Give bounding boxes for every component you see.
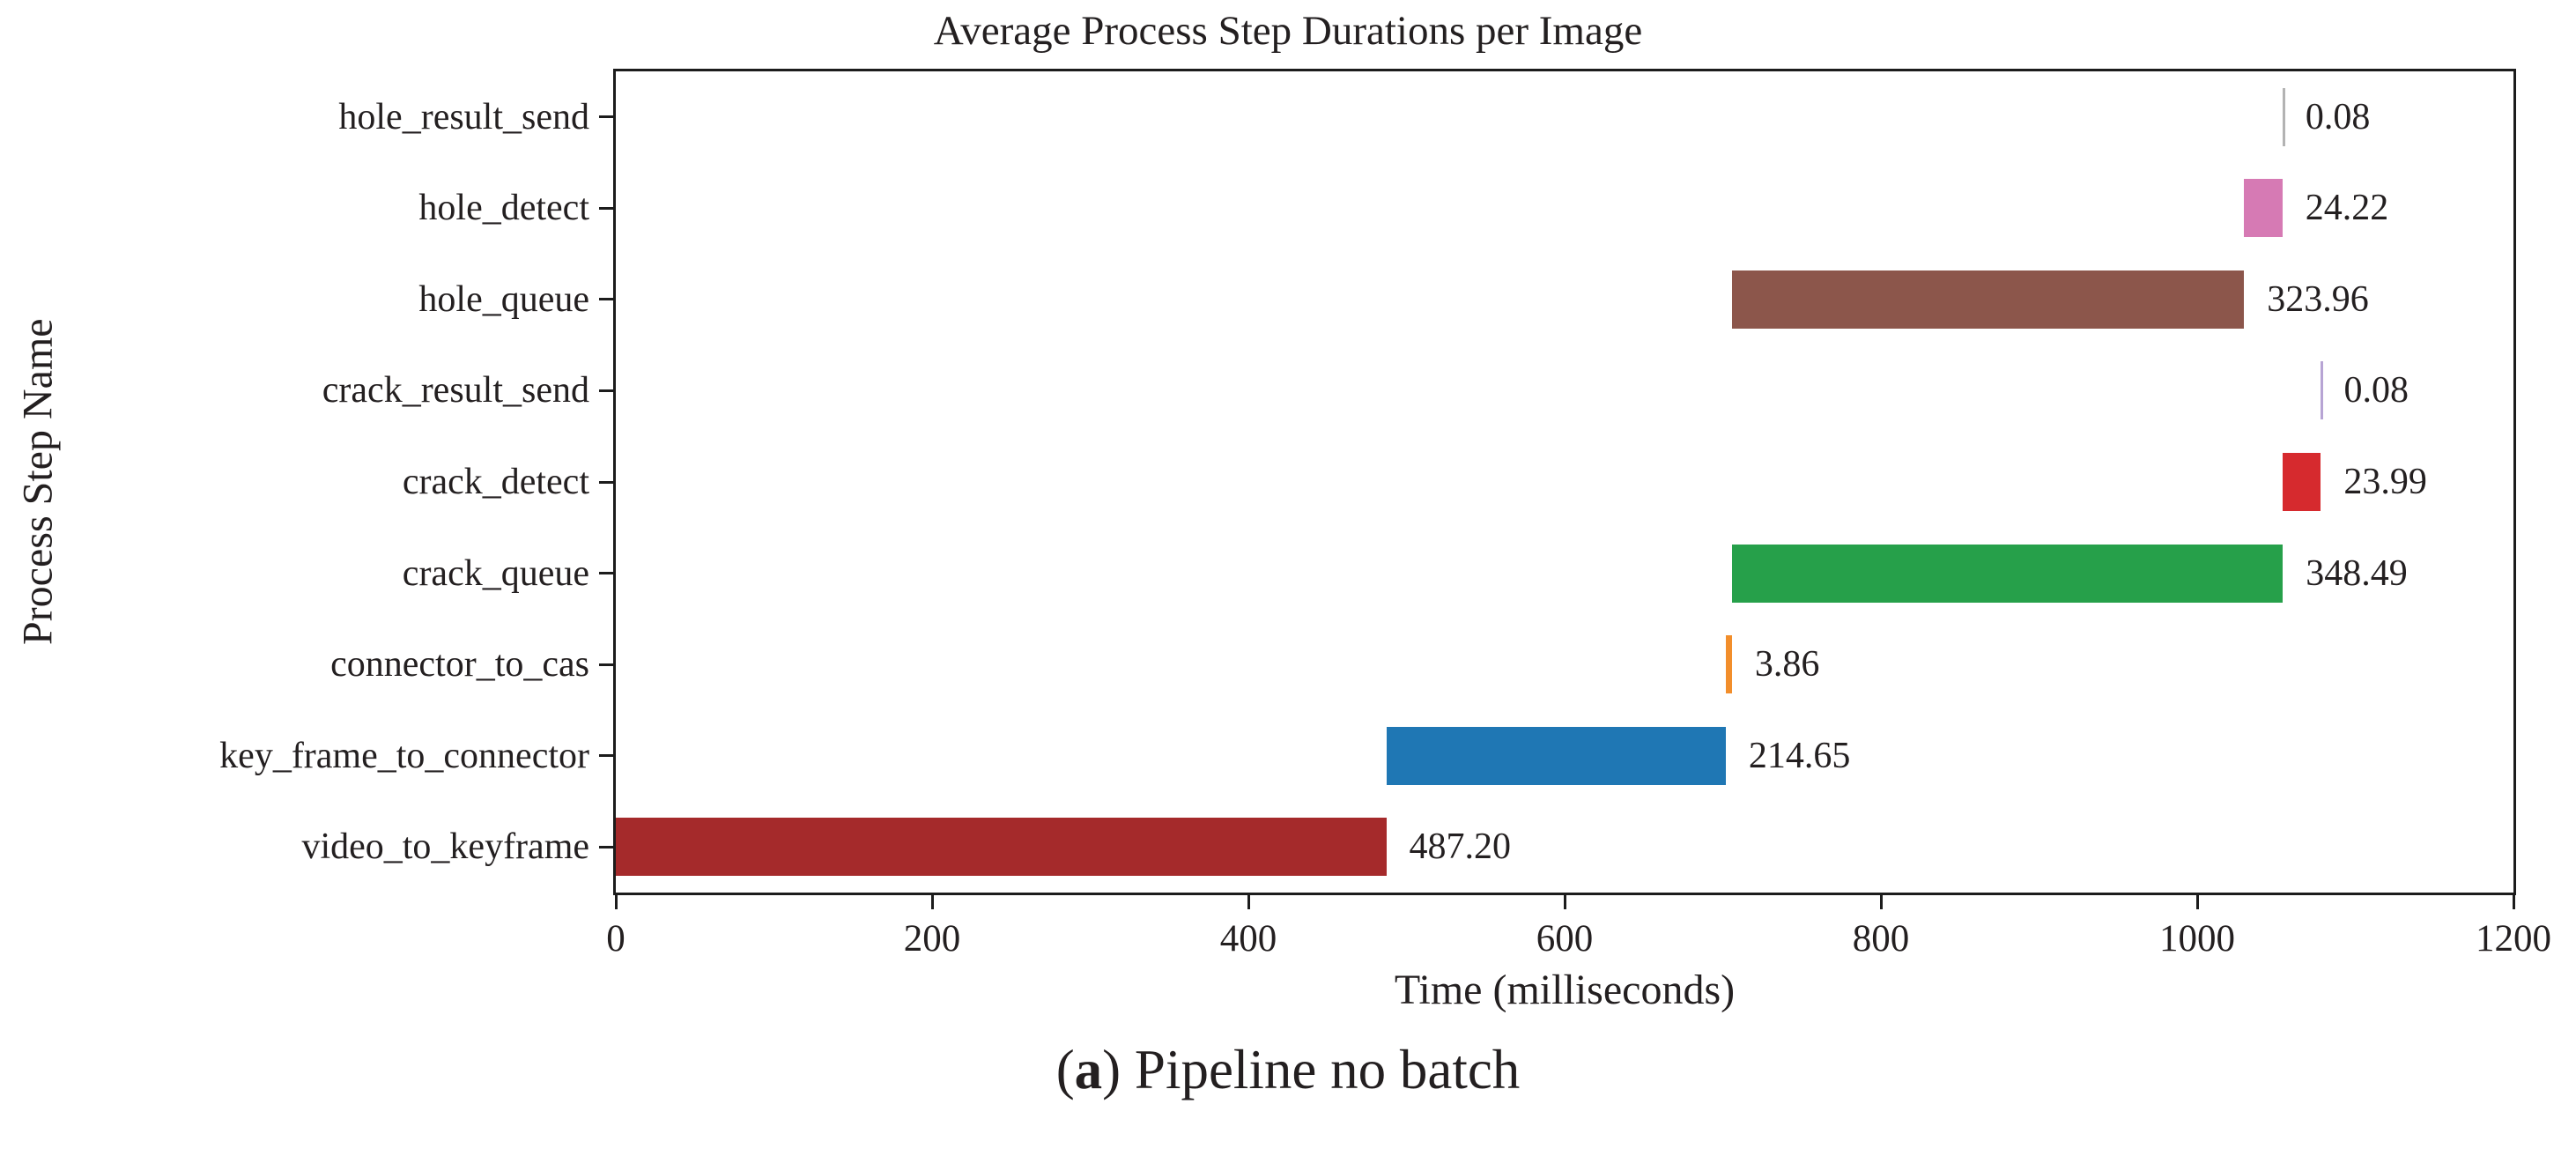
y-axis-tick — [599, 115, 613, 119]
bar-hole_result_send — [2282, 87, 2285, 146]
x-tick-label: 1200 — [2476, 918, 2551, 960]
bar-hole_detect — [2244, 179, 2283, 238]
bar-connector_to_cas — [1725, 635, 1732, 694]
y-tick-label: crack_detect — [402, 462, 589, 502]
y-axis-tick — [599, 298, 613, 301]
y-tick-label: hole_queue — [418, 278, 589, 320]
x-tick-label: 400 — [1219, 918, 1277, 960]
y-tick-label: crack_queue — [402, 552, 589, 594]
caption-text: Pipeline no batch — [1134, 1039, 1521, 1100]
y-tick-label: video_to_keyframe — [301, 826, 589, 868]
bar-crack_result_send — [2321, 361, 2324, 420]
caption-index: (a) — [1055, 1039, 1135, 1100]
value-label: 348.49 — [2306, 552, 2408, 594]
value-label: 23.99 — [2343, 462, 2427, 502]
x-tick-label: 200 — [903, 918, 961, 960]
y-axis-tick — [599, 754, 613, 758]
value-label: 323.96 — [2267, 278, 2369, 320]
x-axis-tick — [1879, 895, 1883, 909]
y-axis-tick — [599, 480, 613, 484]
y-axis-tick — [599, 572, 613, 575]
x-axis-tick — [1247, 895, 1250, 909]
x-axis-tick — [2195, 895, 2199, 909]
x-tick-label: 1000 — [2159, 918, 2235, 960]
bar-video_to_keyframe — [616, 818, 1387, 877]
y-axis-tick — [599, 845, 613, 848]
x-tick-label: 800 — [1852, 918, 1910, 960]
y-tick-label: connector_to_cas — [330, 644, 589, 685]
y-tick-label: hole_result_send — [338, 96, 589, 137]
bar-crack_detect — [2283, 453, 2321, 511]
bar-crack_queue — [1731, 544, 2284, 603]
bar-key_frame_to_connector — [1386, 726, 1726, 785]
value-label: 3.86 — [1754, 644, 1820, 685]
x-axis-tick — [2512, 895, 2515, 909]
y-axis-tick — [599, 663, 613, 666]
value-label: 214.65 — [1748, 735, 1851, 776]
y-tick-label: crack_result_send — [322, 370, 589, 411]
y-axis-tick — [599, 206, 613, 210]
x-tick-label: 0 — [606, 918, 625, 960]
value-label: 24.22 — [2305, 188, 2389, 229]
x-axis-tick — [1563, 895, 1566, 909]
chart-title: Average Process Step Durations per Image — [933, 8, 1643, 54]
figure-caption: (a) Pipeline no batch — [0, 1038, 2576, 1102]
x-axis-tick — [930, 895, 934, 909]
y-tick-label: hole_detect — [418, 188, 589, 229]
x-axis-label: Time (milliseconds) — [1394, 967, 1736, 1013]
value-label: 0.08 — [2305, 96, 2371, 137]
y-tick-label: key_frame_to_connector — [219, 735, 589, 776]
y-axis-tick — [599, 389, 613, 392]
x-tick-label: 600 — [1536, 918, 1594, 960]
x-axis-tick — [614, 895, 618, 909]
plot-area: hole_result_send 0.08 hole_detect 24.22 hole… — [219, 69, 2551, 960]
value-label: 0.08 — [2343, 370, 2409, 411]
value-label: 487.20 — [1409, 826, 1512, 868]
bar-hole_queue — [1731, 270, 2245, 329]
